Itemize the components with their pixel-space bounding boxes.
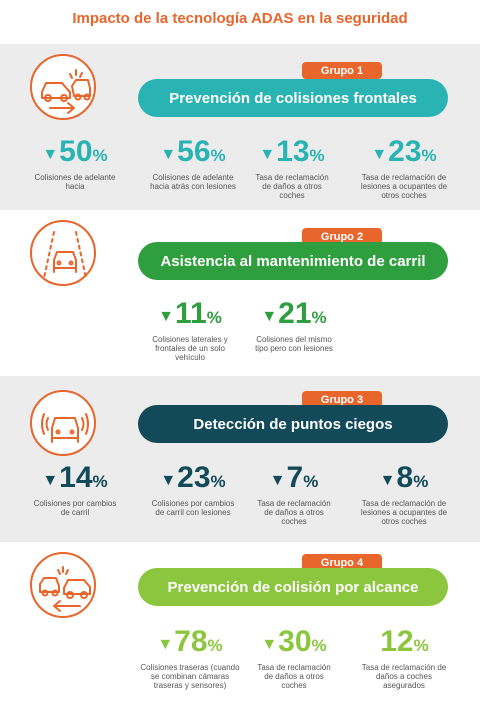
page-title: Impacto de la tecnología ADAS en la segu… bbox=[72, 10, 408, 27]
stat-card: ▼8% Tasa de reclamación de lesiones a oc… bbox=[360, 461, 448, 527]
group-1-heading: Prevención de colisiones frontales bbox=[138, 79, 448, 117]
frontal-collision-icon bbox=[30, 54, 96, 120]
group-3-heading: Detección de puntos ciegos bbox=[138, 405, 448, 443]
group-2-section: Grupo 2 Asistencia al mantenimiento de c… bbox=[0, 210, 480, 376]
stat-card: ▼50% Colisiones de adelante hacia bbox=[34, 135, 116, 192]
stat-card: ▼56% Colisiones de adelante hacia atrás … bbox=[150, 135, 236, 192]
stat-card: ▼30% Tasa de reclamación de daños a otro… bbox=[257, 625, 331, 691]
group-3-badge: Grupo 3 bbox=[302, 391, 382, 408]
stat-card: 12% Tasa de reclamación de daños a coche… bbox=[361, 625, 447, 691]
group-4-heading: Prevención de colisión por alcance bbox=[138, 568, 448, 606]
group-2-heading: Asistencia al mantenimiento de carril bbox=[138, 242, 448, 280]
group-2-badge: Grupo 2 bbox=[302, 228, 382, 245]
group-4-badge: Grupo 4 bbox=[302, 554, 382, 571]
stat-card: ▼23% Tasa de reclamación de lesiones a o… bbox=[360, 135, 448, 201]
lane-keeping-icon bbox=[30, 220, 96, 286]
stat-card: ▼13% Tasa de reclamación de daños a otro… bbox=[255, 135, 329, 201]
stat-card: ▼11% Colisiones laterales y frontales de… bbox=[152, 297, 228, 363]
stat-card: ▼78% Colisiones traseras (cuando se comb… bbox=[140, 625, 240, 691]
stat-card: ▼23% Colisiones por cambios de carril co… bbox=[151, 461, 235, 518]
group-1-section: Grupo 1 Prevención de colisiones frontal… bbox=[0, 44, 480, 210]
blind-spot-icon bbox=[30, 390, 96, 456]
stat-card: ▼14% Colisiones por cambios de carril bbox=[33, 461, 117, 518]
rear-collision-icon bbox=[30, 552, 96, 618]
group-3-section: Grupo 3 Detección de puntos ciegos ▼14% … bbox=[0, 376, 480, 542]
group-4-section: Grupo 4 Prevención de colisión por alcan… bbox=[0, 542, 480, 717]
stat-card: ▼21% Colisiones del mismo tipo pero con … bbox=[255, 297, 333, 354]
group-1-badge: Grupo 1 bbox=[302, 62, 382, 79]
stat-card: ▼7% Tasa de reclamación de daños a otros… bbox=[257, 461, 331, 527]
